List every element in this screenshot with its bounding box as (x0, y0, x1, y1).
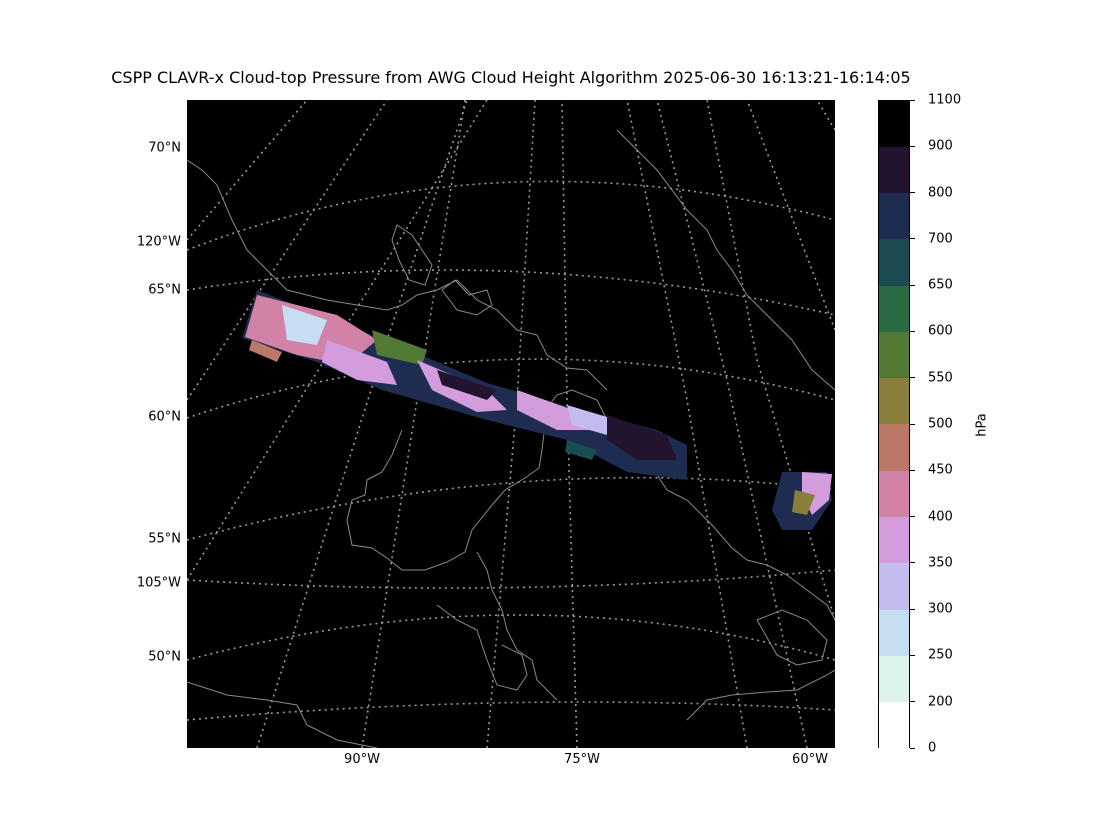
colorbar-tick (910, 145, 915, 147)
colorbar-tick-label: 0 (928, 740, 937, 756)
colorbar-tick (910, 284, 915, 286)
coast-newfoundland (756, 609, 828, 666)
colorbar-segment (879, 192, 909, 240)
us-border (187, 681, 378, 748)
lon-label-105w: 105°W (136, 575, 181, 591)
colorbar-tick-label: 800 (928, 185, 953, 201)
colorbar-tick (910, 99, 915, 101)
colorbar-segment (879, 285, 909, 332)
parallel-65n (187, 269, 835, 316)
colorbar-tick-label: 700 (928, 231, 953, 247)
swath-dark-b (607, 415, 677, 460)
colorbar-tick (910, 608, 915, 610)
colorbar-tick-label: 1100 (928, 92, 962, 108)
meridian-115w (187, 100, 388, 401)
colorbar-tick (910, 747, 915, 749)
colorbar-tick (910, 562, 915, 564)
cloud-swath (242, 290, 832, 530)
colorbar-tick-label: 550 (928, 370, 953, 386)
lon-label-75w: 75°W (564, 752, 600, 767)
colorbar-tick-label: 600 (928, 323, 953, 339)
colorbar-segment (879, 100, 909, 147)
lat-label-50n: 50°N (148, 649, 181, 665)
coast-labrador (666, 489, 835, 621)
swath-teal (565, 440, 597, 460)
colorbar-segment (879, 377, 909, 425)
lon-label-120w: 120°W (136, 234, 181, 250)
colorbar-tick-label: 200 (928, 694, 953, 710)
meridian-120w (187, 100, 308, 241)
colorbar-tick-label: 650 (928, 277, 953, 293)
meridian-75w (561, 100, 578, 748)
parallel-45n (187, 701, 835, 721)
coastlines (187, 129, 835, 748)
parallel-55n (187, 476, 835, 541)
meridian-65w (626, 100, 748, 748)
colorbar-tick (910, 654, 915, 656)
lat-label-65n: 65°N (148, 282, 181, 298)
meridian-50w (746, 100, 835, 331)
parallel-50n (187, 614, 835, 661)
colorbar-segment (879, 331, 909, 379)
meridian-90w (361, 100, 466, 748)
lon-label-90w: 90°W (344, 752, 380, 767)
parallel-48n (187, 569, 835, 589)
swath-tan-a (249, 340, 282, 362)
colorbar-tick-label: 400 (928, 509, 953, 525)
coast-great-lakes (436, 604, 528, 691)
parallel-70n (187, 180, 835, 251)
coast-baffin-west (456, 279, 608, 391)
coast-arctic-islands (187, 159, 458, 311)
coast-southampton (391, 224, 433, 286)
colorbar-tick-label: 250 (928, 647, 953, 663)
colorbar-tick-label: 350 (928, 555, 953, 571)
coast-maritimes (686, 669, 835, 721)
coast-baffin-east (616, 129, 835, 391)
lat-label-70n: 70°N (148, 140, 181, 156)
colorbar-segment (879, 146, 909, 194)
colorbar-segment (879, 238, 909, 286)
colorbar-segment (879, 470, 909, 518)
lat-label-60n: 60°N (148, 409, 181, 425)
colorbar-tick (910, 701, 915, 703)
colorbar-tick (910, 330, 915, 332)
colorbar-tick (910, 469, 915, 471)
colorbar-segment (879, 609, 909, 656)
colorbar-tick-label: 900 (928, 138, 953, 154)
cloud-patch-east-olive (792, 490, 815, 515)
swath-lavender-core (282, 305, 327, 345)
map-canvas (187, 100, 835, 748)
colorbar-tick-label: 450 (928, 462, 953, 478)
colorbar-unit-label: hPa (974, 413, 990, 437)
swath-dark-a (437, 370, 497, 400)
meridian-55w (706, 100, 835, 621)
colorbar-tick (910, 423, 915, 425)
swath-green-a (372, 330, 427, 365)
colorbar-tick (910, 516, 915, 518)
meridian-95w (256, 100, 468, 748)
colorbar-segment (879, 655, 909, 703)
colorbar-tick (910, 238, 915, 240)
lat-label-55n: 55°N (148, 531, 181, 547)
swath-purple-a (322, 340, 397, 385)
coast-north-island (441, 279, 493, 316)
colorbar (878, 100, 910, 749)
meridian-45w (816, 100, 835, 131)
colorbar-segment (879, 701, 909, 749)
map-title: CSPP CLAVR-x Cloud-top Pressure from AWG… (111, 68, 911, 87)
colorbar-segment (879, 516, 909, 564)
colorbar-tick-label: 500 (928, 416, 953, 432)
colorbar-tick (910, 377, 915, 379)
lon-label-60w: 60°W (792, 752, 828, 767)
coast-james-bay (476, 551, 558, 701)
colorbar-tick-label: 300 (928, 601, 953, 617)
colorbar-segment (879, 424, 909, 471)
meridian-60w (656, 100, 808, 748)
map-panel[interactable] (187, 100, 835, 748)
colorbar-segment (879, 562, 909, 610)
swath-lav-b (567, 405, 617, 435)
colorbar-tick (910, 192, 915, 194)
